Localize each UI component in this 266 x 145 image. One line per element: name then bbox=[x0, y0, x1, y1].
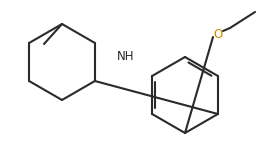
Text: O: O bbox=[213, 28, 223, 40]
Text: NH: NH bbox=[117, 50, 135, 64]
